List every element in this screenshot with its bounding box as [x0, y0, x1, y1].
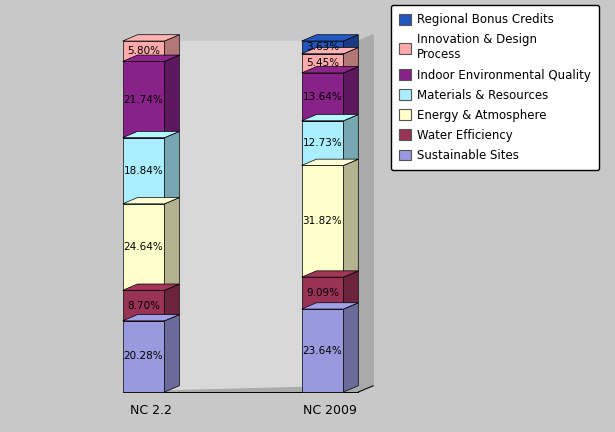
Polygon shape [164, 35, 180, 61]
Polygon shape [343, 48, 359, 73]
Text: 8.70%: 8.70% [127, 301, 160, 311]
Text: 21.74%: 21.74% [124, 95, 164, 105]
Text: 5.80%: 5.80% [127, 46, 160, 56]
Bar [301, 309, 343, 392]
Text: 24.64%: 24.64% [124, 242, 164, 252]
Polygon shape [122, 131, 180, 138]
Polygon shape [343, 67, 359, 121]
Bar [301, 54, 343, 73]
Polygon shape [301, 303, 359, 309]
Bar [122, 138, 164, 204]
Polygon shape [301, 114, 359, 121]
Polygon shape [301, 48, 359, 54]
Polygon shape [164, 197, 180, 290]
Polygon shape [122, 386, 373, 392]
Text: 12.73%: 12.73% [303, 138, 343, 148]
Text: NC 2009: NC 2009 [303, 404, 357, 417]
Polygon shape [301, 159, 359, 165]
Polygon shape [122, 35, 180, 41]
Polygon shape [164, 55, 180, 138]
Bar [301, 41, 343, 54]
Text: 5.45%: 5.45% [306, 58, 339, 68]
Polygon shape [164, 314, 180, 392]
Polygon shape [343, 159, 359, 277]
Polygon shape [343, 271, 359, 309]
Bar [122, 61, 164, 138]
Text: 9.09%: 9.09% [306, 288, 339, 298]
Polygon shape [343, 114, 359, 165]
Text: 23.64%: 23.64% [303, 346, 343, 356]
Polygon shape [301, 67, 359, 73]
Text: 31.82%: 31.82% [303, 216, 343, 226]
Polygon shape [122, 284, 180, 290]
Polygon shape [122, 55, 180, 61]
Polygon shape [301, 35, 359, 41]
Bar [301, 73, 343, 121]
Bar [122, 290, 164, 321]
Polygon shape [164, 131, 180, 204]
Polygon shape [164, 284, 180, 321]
Text: 18.84%: 18.84% [124, 166, 164, 176]
Polygon shape [122, 41, 359, 392]
Polygon shape [343, 35, 359, 54]
Bar [301, 165, 343, 277]
Legend: Regional Bonus Credits, Innovation & Design
Process, Indoor Environmental Qualit: Regional Bonus Credits, Innovation & Des… [391, 5, 599, 170]
Bar [301, 121, 343, 165]
Polygon shape [122, 314, 180, 321]
Polygon shape [343, 303, 359, 392]
Polygon shape [122, 197, 180, 204]
Bar [122, 321, 164, 392]
Polygon shape [359, 35, 373, 392]
Text: NC 2.2: NC 2.2 [130, 404, 172, 417]
Bar [122, 204, 164, 290]
Text: 3.63%: 3.63% [306, 42, 339, 52]
Text: 13.64%: 13.64% [303, 92, 343, 102]
Bar [301, 277, 343, 309]
Polygon shape [301, 271, 359, 277]
Bar [122, 41, 164, 61]
Text: 20.28%: 20.28% [124, 352, 164, 362]
